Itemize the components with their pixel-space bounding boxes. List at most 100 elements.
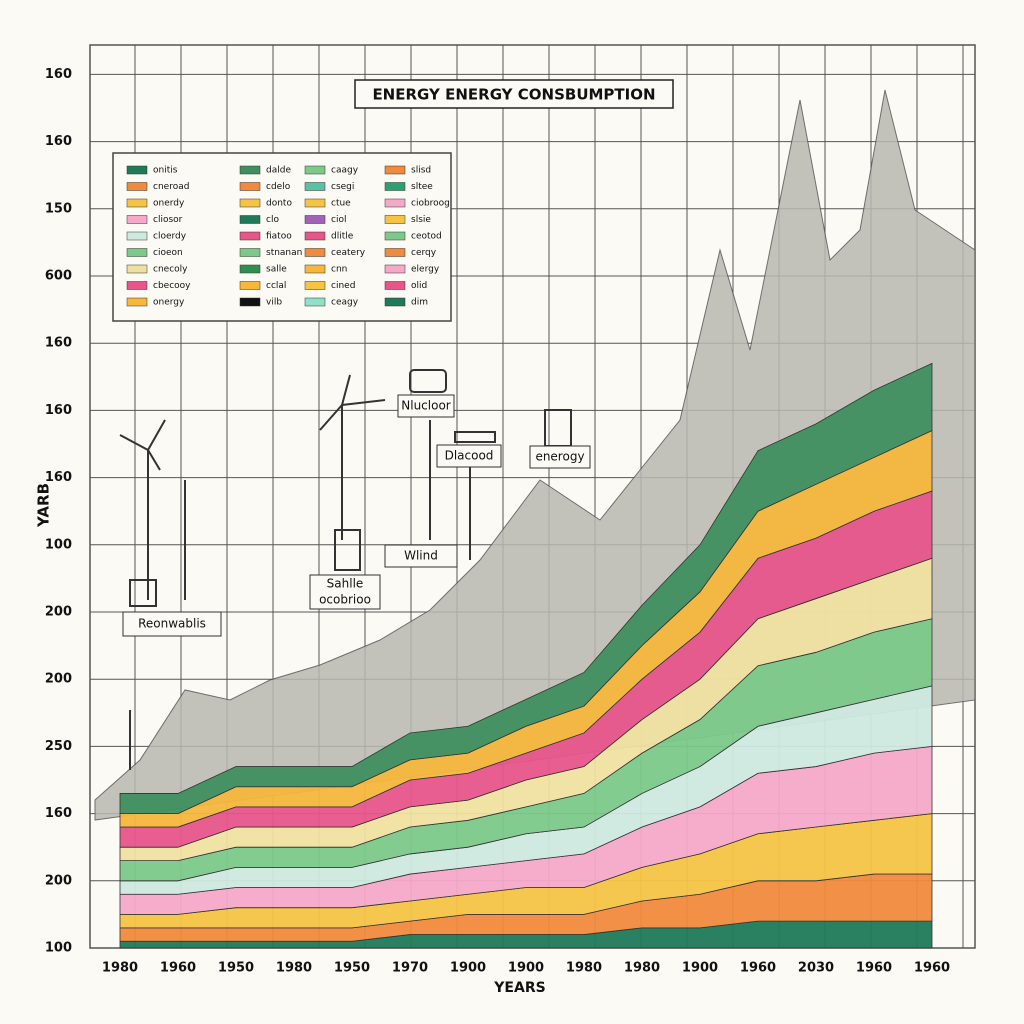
turbine-blades <box>319 374 386 431</box>
legend-label: clo <box>266 215 279 225</box>
legend-label: ctue <box>331 199 351 209</box>
legend-label: onitis <box>153 166 178 176</box>
legend-label: ceotod <box>411 232 442 242</box>
y-tick-label: 100 <box>45 941 72 956</box>
x-tick-label: 2030 <box>798 961 834 976</box>
y-tick-label: 160 <box>45 403 72 418</box>
annotations: Reonwablis Sahlle ocobrioo Wlind Dlacood… <box>122 394 591 637</box>
legend-swatch <box>239 215 261 224</box>
legend-label: sltee <box>411 182 433 192</box>
legend-label: slisd <box>411 166 431 176</box>
legend-swatch <box>126 264 148 274</box>
plant-box <box>409 369 447 393</box>
legend-swatch <box>304 182 326 191</box>
y-tick-label: 200 <box>45 873 72 888</box>
y-tick-label: 250 <box>45 739 72 754</box>
legend-swatch <box>384 281 406 290</box>
annotation: Sahlle <box>327 577 364 591</box>
legend-label: cbecooy <box>153 281 191 291</box>
legend-label: fiatoo <box>266 232 292 242</box>
x-tick-label: 1960 <box>856 961 892 976</box>
annotation: Wlind <box>404 549 438 563</box>
x-tick-label: 1950 <box>218 961 254 976</box>
legend-label: dim <box>411 298 428 308</box>
annotation: Dlacood <box>445 449 494 463</box>
legend-label: ceatery <box>331 248 366 258</box>
legend-label: caagy <box>331 166 359 176</box>
legend-swatch <box>239 264 261 274</box>
x-tick-label: 1980 <box>102 961 138 976</box>
legend-swatch <box>126 182 148 191</box>
legend-label: cclal <box>266 281 286 291</box>
legend-label: cioeon <box>153 248 183 258</box>
title-box <box>354 79 674 109</box>
annotation: ocobrioo <box>319 593 371 607</box>
legend-swatch <box>239 248 261 257</box>
legend-label: cneroad <box>153 182 189 192</box>
legend-label: elergy <box>411 265 440 275</box>
legend-swatch <box>126 198 148 208</box>
legend-swatch <box>304 215 326 224</box>
legend-label: dalde <box>266 166 291 176</box>
y-tick-label: 100 <box>45 537 72 552</box>
x-tick-label: 1900 <box>508 961 544 976</box>
legend-swatch <box>304 264 326 274</box>
y-tick-label: 160 <box>45 336 72 351</box>
chart-title: ENERGY ENERGY CONSBUMPTION <box>372 86 655 104</box>
legend-label: onergy <box>153 298 185 308</box>
legend-swatch <box>304 281 326 290</box>
legend-swatch <box>384 165 406 175</box>
annotation-box <box>309 574 381 610</box>
legend: onitis cneroad onerdy cliosor cloerdy cioeon c… <box>126 165 450 308</box>
legend-swatch <box>239 281 261 290</box>
x-tick-label: 1980 <box>276 961 312 976</box>
annotation: Reonwablis <box>138 617 206 631</box>
legend-swatch <box>304 231 326 241</box>
legend-swatch <box>126 231 148 241</box>
legend-swatch <box>126 215 148 224</box>
legend-label: cnn <box>331 265 347 275</box>
legend-label: cloerdy <box>153 232 187 242</box>
legend-label: cerqy <box>411 248 437 258</box>
annotation-box <box>436 444 502 468</box>
annotation-box <box>122 611 222 637</box>
legend-label: ciol <box>331 215 346 225</box>
legend-swatch <box>384 248 406 257</box>
plant-box <box>129 579 157 607</box>
areas <box>119 362 933 949</box>
y-tick-label: 160 <box>45 134 72 149</box>
annotation-box <box>397 394 455 418</box>
legend-swatch <box>384 231 406 241</box>
legend-label: vilb <box>266 298 282 308</box>
legend-swatch <box>126 297 148 307</box>
legend-label: donto <box>266 199 292 209</box>
x-tick-label: 1960 <box>914 961 950 976</box>
legend-label: slsie <box>411 215 431 225</box>
legend-swatch <box>384 297 406 307</box>
legend-label: cliosor <box>153 215 183 225</box>
legend-label: salle <box>266 265 287 275</box>
plant-box <box>334 529 361 571</box>
y-tick-label: 200 <box>45 672 72 687</box>
x-tick-label: 1980 <box>566 961 602 976</box>
x-tick-label: 1950 <box>334 961 370 976</box>
y-tick-label: 200 <box>45 605 72 620</box>
axis-ticks: 100 200 160 250 200 200 100 160 160 160 600 150 160 1… <box>45 67 950 976</box>
legend-label: cnecoly <box>153 265 188 275</box>
legend-label: dlitle <box>331 232 354 242</box>
y-tick-label: 160 <box>45 806 72 821</box>
y-tick-label: 160 <box>45 470 72 485</box>
legend-swatch <box>239 231 261 241</box>
legend-label: stnanan <box>266 248 302 258</box>
legend-swatch <box>239 165 261 175</box>
legend-label: cdelo <box>266 182 291 192</box>
legend-label: csegi <box>331 182 354 192</box>
y-tick-label: 160 <box>45 67 72 82</box>
legend-swatch <box>384 182 406 191</box>
legend-label: cined <box>331 281 355 291</box>
turbine-blades <box>119 419 166 471</box>
legend-swatch <box>126 281 148 290</box>
annotation-box <box>529 445 591 469</box>
illustrations <box>119 369 572 770</box>
